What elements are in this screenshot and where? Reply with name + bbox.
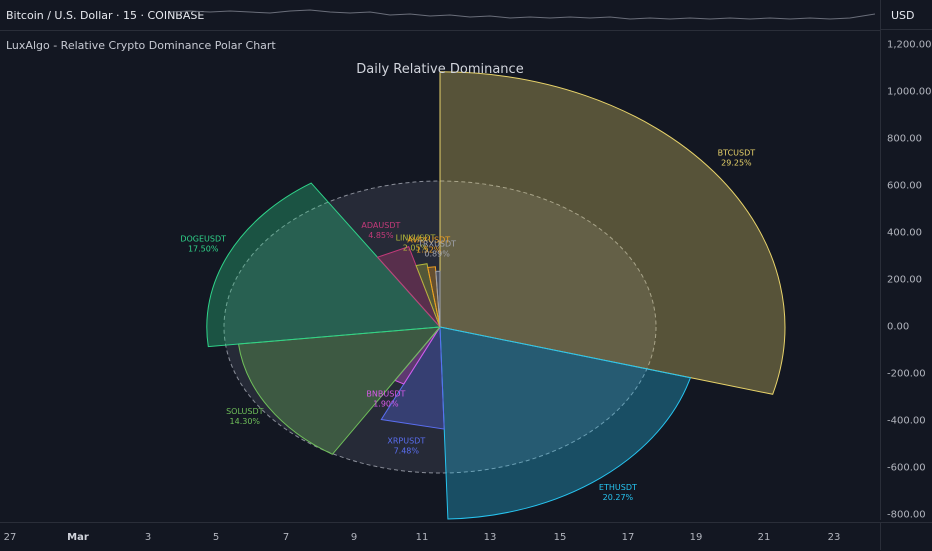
time-axis-label: 27 [3,532,17,543]
slice-label-name: TRXUSDT [417,240,456,249]
price-axis-label: -800.00 [887,509,926,521]
time-axis-label: 11 [415,532,429,543]
symbol-title[interactable]: Bitcoin / U.S. Dollar · 15 · COINBASE [6,9,205,22]
time-axis-label: 23 [827,532,841,543]
slice-dogeusdt[interactable] [206,182,442,348]
slice-label-value: 1.52% [416,245,442,254]
time-axis-label: 5 [212,532,220,543]
price-axis-label: 0.00 [887,321,910,333]
chart-title: Daily Relative Dominance [356,62,523,77]
slice-label-value: 1.90% [373,400,399,409]
currency-badge[interactable]: USD [880,0,932,30]
slice-label-value: 7.48% [394,446,420,455]
price-axis[interactable]: 1,200.00 1,000.00 800.00 600.00 400.00 200.00… [880,30,932,521]
time-axis-label: 19 [689,532,703,543]
slice-label-value: 17.50% [188,244,219,253]
slice-label-value: 20.27% [603,493,634,502]
axis-corner [880,522,932,550]
slice-label-name: ADAUSDT [361,221,400,230]
slice-ethusdt[interactable] [439,326,692,520]
slice-label-value: 29.25% [721,159,752,168]
slice-trxusdt[interactable] [435,270,441,328]
slice-label-name: XRPUSDT [387,436,425,445]
time-axis-label: 13 [483,532,497,543]
price-axis-label: 400.00 [887,227,922,239]
slice-label-value: 2.05% [403,243,429,252]
slice-label-name: DOGEUSDT [180,234,226,243]
slice-btcusdt[interactable] [439,71,786,395]
slice-label-name: BTCUSDT [718,149,756,158]
slice-label-name: BNBUSDT [366,390,405,399]
price-axis-label: -600.00 [887,462,926,474]
time-axis-label: 17 [621,532,635,543]
slice-label-value: 14.30% [230,417,261,426]
slice-label-name: ETHUSDT [599,483,637,492]
slice-label-name: AVAXUSDT [407,235,450,244]
slice-label-name: SOLUSDT [226,407,264,416]
time-axis-label: 7 [282,532,290,543]
time-axis-label: 21 [757,532,771,543]
slice-solusdt[interactable] [237,326,442,455]
price-axis-label: 1,000.00 [887,86,932,98]
slices-group [206,71,786,520]
mini-price-sparkline [170,9,875,20]
price-axis-label: 600.00 [887,180,922,192]
top-bar: Bitcoin / U.S. Dollar · 15 · COINBASE [0,0,880,31]
price-axis-label: 800.00 [887,133,922,145]
slice-label-name: LINKUSDT [396,233,436,242]
price-axis-label: 200.00 [887,274,922,286]
price-axis-label: -400.00 [887,415,926,427]
price-axis-label: -200.00 [887,368,926,380]
time-axis-label: 9 [350,532,358,543]
slice-label-value: 4.85% [368,231,394,240]
time-axis[interactable]: 27 Mar 3 5 7 9 11 13 15 17 19 21 23 [0,522,880,551]
slice-label-value: 0.89% [424,250,450,259]
currency-label: USD [891,9,915,22]
time-axis-label: Mar [67,532,89,543]
time-axis-label: 15 [553,532,567,543]
indicator-name[interactable]: LuxAlgo - Relative Crypto Dominance Pola… [6,39,276,52]
time-axis-label: 3 [144,532,152,543]
price-axis-label: 1,200.00 [887,39,932,51]
